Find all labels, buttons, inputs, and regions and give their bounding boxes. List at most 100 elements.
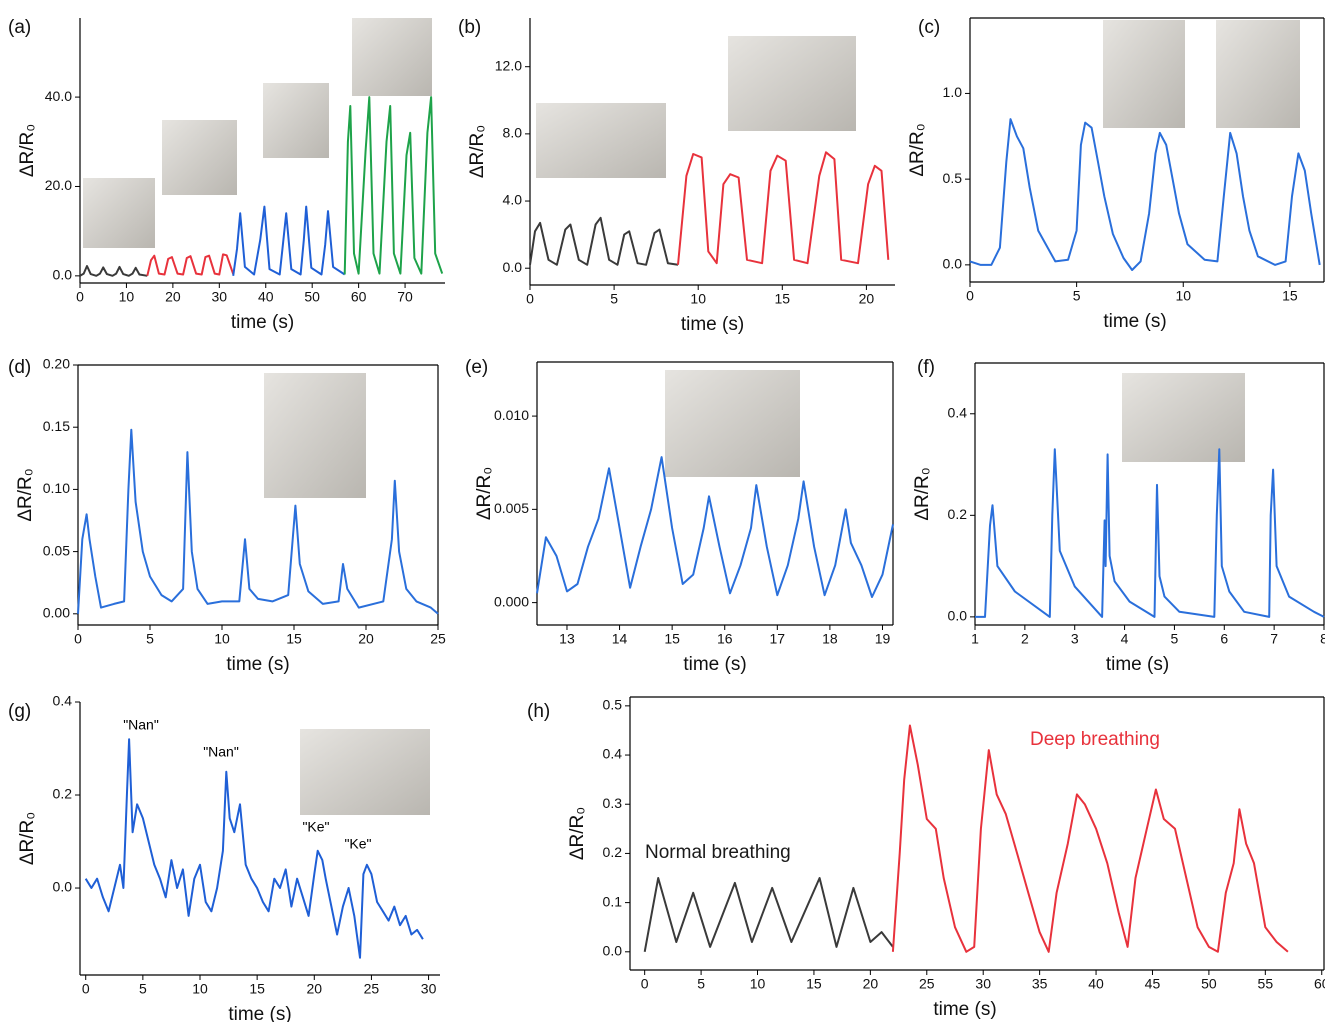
- x-tick-label: 1: [971, 631, 979, 647]
- x-axis-label: time (s): [1106, 654, 1169, 675]
- figure: 0102030405060700.020.040.0time (s)ΔR/R₀(…: [0, 0, 1325, 1022]
- y-tick-label: 0.2: [53, 786, 73, 802]
- y-tick-label: 0.10: [43, 480, 70, 496]
- x-tick-label: 14: [612, 631, 628, 647]
- data-line: [975, 449, 1324, 617]
- x-tick-label: 4: [1121, 631, 1129, 647]
- y-tick-label: 0.0: [53, 267, 73, 283]
- x-tick-label: 0: [74, 631, 82, 647]
- y-tick-label: 0.2: [603, 844, 623, 860]
- y-tick-label: 40.0: [45, 88, 72, 104]
- y-tick-label: 0.5: [603, 697, 623, 713]
- x-tick-label: 0: [82, 981, 90, 997]
- x-tick-label: 2: [1021, 631, 1029, 647]
- x-tick-label: 15: [806, 976, 822, 992]
- data-line: [530, 218, 678, 265]
- x-tick-label: 15: [775, 291, 791, 307]
- y-tick-label: 0.2: [948, 506, 968, 522]
- y-tick-label: 0.005: [494, 500, 529, 516]
- photo-inset: [352, 18, 432, 96]
- x-tick-label: 20: [863, 976, 879, 992]
- photo-inset: [665, 370, 800, 477]
- x-tick-label: 5: [1171, 631, 1179, 647]
- x-axis-label: time (s): [231, 312, 294, 333]
- y-tick-label: 0.5: [943, 170, 963, 186]
- x-tick-label: 0: [966, 288, 974, 304]
- y-tick-label: 0.3: [603, 795, 623, 811]
- x-tick-label: 30: [421, 981, 437, 997]
- data-line: [78, 430, 438, 614]
- photo-inset: [728, 36, 856, 131]
- x-tick-label: 13: [559, 631, 575, 647]
- x-tick-label: 6: [1220, 631, 1228, 647]
- x-tick-label: 10: [214, 631, 230, 647]
- panel-label: (e): [465, 357, 488, 378]
- y-axis-label: ΔR/R₀: [467, 125, 488, 178]
- photo-inset: [1103, 20, 1185, 128]
- x-tick-label: 25: [430, 631, 446, 647]
- y-axis-label: ΔR/R₀: [15, 468, 36, 521]
- x-tick-label: 10: [1175, 288, 1191, 304]
- photo-inset: [300, 729, 430, 815]
- y-tick-label: 0.0: [503, 259, 523, 275]
- y-tick-label: 0.010: [494, 407, 529, 423]
- y-tick-label: 0.1: [603, 893, 623, 909]
- x-tick-label: 15: [1282, 288, 1298, 304]
- x-tick-label: 5: [146, 631, 154, 647]
- y-tick-label: 1.0: [943, 84, 963, 100]
- photo-inset: [1122, 373, 1245, 462]
- x-tick-label: 10: [750, 976, 766, 992]
- x-axis-label: time (s): [683, 654, 746, 675]
- x-tick-label: 25: [364, 981, 380, 997]
- y-axis-label: ΔR/R₀: [912, 467, 933, 520]
- x-tick-label: 10: [119, 289, 135, 305]
- panel-label: (b): [458, 17, 481, 38]
- y-tick-label: 8.0: [503, 125, 523, 141]
- panel-label: (a): [8, 17, 31, 38]
- y-tick-label: 4.0: [503, 192, 523, 208]
- photo-inset: [263, 83, 329, 158]
- y-tick-label: 0.15: [43, 418, 70, 434]
- x-tick-label: 30: [975, 976, 991, 992]
- x-axis-label: time (s): [226, 654, 289, 675]
- panel-label: (f): [917, 357, 935, 378]
- data-line: [80, 266, 147, 276]
- x-tick-label: 25: [919, 976, 935, 992]
- photo-inset: [83, 178, 155, 248]
- x-tick-label: 60: [1314, 976, 1325, 992]
- x-tick-label: 40: [258, 289, 274, 305]
- y-tick-label: 12.0: [495, 57, 522, 73]
- x-tick-label: 10: [690, 291, 706, 307]
- data-line: [147, 254, 233, 275]
- y-tick-label: 20.0: [45, 177, 72, 193]
- y-axis-label: ΔR/R₀: [17, 812, 38, 865]
- x-tick-label: 5: [1073, 288, 1081, 304]
- x-tick-label: 7: [1270, 631, 1278, 647]
- data-line: [893, 726, 1288, 952]
- x-tick-label: 70: [397, 289, 413, 305]
- y-axis-label: ΔR/R₀: [474, 467, 495, 520]
- x-tick-label: 8: [1320, 631, 1325, 647]
- x-tick-label: 0: [526, 291, 534, 307]
- x-tick-label: 10: [192, 981, 208, 997]
- annotation: "Ke": [344, 836, 371, 852]
- x-tick-label: 20: [859, 291, 875, 307]
- annotation: Normal breathing: [645, 842, 791, 863]
- x-tick-label: 45: [1145, 976, 1161, 992]
- y-tick-label: 0.0: [943, 256, 963, 272]
- y-axis-label: ΔR/R₀: [907, 123, 928, 176]
- x-tick-label: 5: [697, 976, 705, 992]
- panel: 0510152025303540455055600.00.10.20.30.40…: [527, 697, 1325, 1020]
- x-tick-label: 17: [770, 631, 786, 647]
- annotation: "Nan": [203, 744, 239, 760]
- photo-inset: [536, 103, 666, 178]
- x-tick-label: 20: [165, 289, 181, 305]
- x-axis-label: time (s): [933, 999, 996, 1020]
- x-tick-label: 5: [610, 291, 618, 307]
- x-tick-label: 15: [664, 631, 680, 647]
